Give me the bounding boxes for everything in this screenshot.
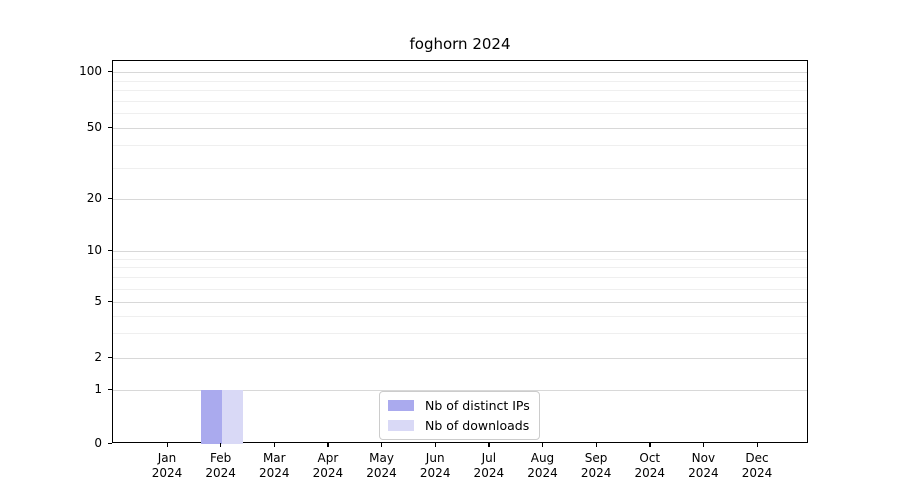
legend-label: Nb of downloads bbox=[425, 418, 530, 433]
x-tick-mark-jun bbox=[434, 443, 436, 447]
y-tick-label-100: 100 bbox=[79, 64, 102, 78]
x-tick-month: Jun bbox=[425, 451, 445, 465]
bars-layer bbox=[113, 61, 807, 444]
gridline-minor-y40 bbox=[113, 145, 807, 147]
x-tick-month: Oct bbox=[639, 451, 661, 465]
legend-swatch-icon bbox=[388, 420, 414, 431]
x-tick-year: 2024 bbox=[580, 466, 612, 480]
y-tick-mark-10 bbox=[108, 249, 112, 251]
x-tick-year: 2024 bbox=[473, 466, 505, 480]
x-tick-month: Jul bbox=[481, 451, 497, 465]
y-tick-label-50: 50 bbox=[86, 120, 102, 134]
y-tick-mark-100 bbox=[108, 70, 112, 72]
x-tick-year: 2024 bbox=[312, 466, 344, 480]
y-axis: 0 1 2 5 10 20 50 100 bbox=[0, 60, 112, 449]
x-tick-month: Sep bbox=[584, 451, 608, 465]
x-tick-year: 2024 bbox=[366, 466, 397, 480]
bar-feb-2024-series0 bbox=[200, 390, 222, 444]
y-tick-label-2: 2 bbox=[94, 350, 102, 364]
y-tick-label-5: 5 bbox=[94, 294, 102, 308]
gridline-minor-y30 bbox=[113, 167, 807, 169]
x-tick-year: 2024 bbox=[634, 466, 666, 480]
x-tick-month: Dec bbox=[745, 451, 769, 465]
x-tick-label-oct: Oct 2024 bbox=[634, 451, 665, 481]
x-tick-label-sep: Sep 2024 bbox=[581, 451, 612, 481]
x-tick-label-aug: Aug 2024 bbox=[527, 451, 558, 481]
x-tick-label-dec: Dec 2024 bbox=[742, 451, 773, 481]
gridline-minor-y8 bbox=[113, 267, 807, 269]
y-tick-label-10: 10 bbox=[86, 243, 102, 257]
gridline-minor-y6 bbox=[113, 288, 807, 290]
x-tick-label-jun: Jun 2024 bbox=[420, 451, 451, 481]
x-tick-year: 2024 bbox=[688, 466, 719, 480]
gridline-minor-y4 bbox=[113, 315, 807, 317]
gridline-minor-y90 bbox=[113, 80, 807, 82]
gridline-major-y50 bbox=[113, 128, 807, 129]
gridline-minor-y80 bbox=[113, 90, 807, 92]
gridline-minor-y3 bbox=[113, 333, 807, 335]
gridline-major-y20 bbox=[113, 199, 807, 200]
x-tick-mark-dec bbox=[756, 443, 758, 447]
x-tick-month: Aug bbox=[530, 451, 555, 465]
x-tick-mark-sep bbox=[595, 443, 597, 447]
x-tick-mark-mar bbox=[273, 443, 276, 447]
gridline-minor-y7 bbox=[113, 277, 807, 279]
legend-swatch-icon bbox=[388, 400, 414, 411]
x-tick-label-may: May 2024 bbox=[366, 451, 397, 481]
x-tick-year: 2024 bbox=[151, 466, 183, 480]
x-tick-month: Mar bbox=[262, 451, 286, 465]
gridline-major-y100 bbox=[113, 72, 807, 73]
gridline-minor-y9 bbox=[113, 258, 807, 260]
x-tick-month: May bbox=[369, 451, 394, 465]
legend-item: Nb of distinct IPs bbox=[388, 396, 530, 415]
x-tick-label-feb: Feb 2024 bbox=[205, 451, 236, 481]
gridline-major-y2 bbox=[113, 358, 807, 359]
gridline-minor-y60 bbox=[113, 113, 807, 115]
x-tick-month: Jan bbox=[157, 451, 177, 465]
x-tick-mark-oct bbox=[649, 443, 651, 447]
y-tick-mark-0 bbox=[108, 442, 112, 444]
x-tick-month: Apr bbox=[317, 451, 339, 465]
x-tick-label-jul: Jul 2024 bbox=[474, 451, 505, 481]
x-tick-year: 2024 bbox=[205, 466, 236, 480]
legend: Nb of distinct IPs Nb of downloads bbox=[379, 391, 540, 440]
gridline-major-y10 bbox=[113, 251, 807, 252]
chart-title: foghorn 2024 bbox=[409, 35, 511, 53]
x-tick-mark-jan bbox=[166, 443, 168, 447]
x-axis: Jan 2024 Feb 2024 Mar 2024 Apr 2024 May 2024 Jun 20… bbox=[112, 443, 808, 500]
x-tick-year: 2024 bbox=[419, 466, 451, 480]
x-tick-mark-jul bbox=[488, 443, 490, 447]
legend-item: Nb of downloads bbox=[388, 416, 530, 435]
y-tick-mark-1 bbox=[108, 388, 112, 390]
y-tick-mark-2 bbox=[108, 356, 112, 358]
x-tick-year: 2024 bbox=[527, 466, 558, 480]
x-tick-mark-may bbox=[381, 443, 383, 447]
bar-feb-2024-series1 bbox=[221, 390, 243, 444]
x-tick-month: Nov bbox=[691, 451, 716, 465]
y-tick-mark-20 bbox=[108, 197, 112, 199]
x-tick-mark-nov bbox=[702, 443, 705, 447]
x-tick-label-mar: Mar 2024 bbox=[259, 451, 290, 481]
gridlines-layer bbox=[113, 61, 807, 442]
x-tick-mark-feb bbox=[220, 443, 222, 447]
legend-label: Nb of distinct IPs bbox=[425, 398, 530, 413]
x-tick-year: 2024 bbox=[741, 466, 773, 480]
y-tick-mark-50 bbox=[108, 126, 112, 128]
y-tick-label-20: 20 bbox=[86, 191, 102, 205]
gridline-major-y5 bbox=[113, 302, 807, 303]
y-tick-label-0: 0 bbox=[94, 436, 102, 450]
x-tick-label-jan: Jan 2024 bbox=[152, 451, 183, 481]
y-tick-mark-5 bbox=[108, 300, 112, 302]
x-tick-mark-aug bbox=[541, 443, 544, 447]
gridline-minor-y70 bbox=[113, 100, 807, 102]
y-tick-label-1: 1 bbox=[94, 382, 102, 396]
x-tick-label-nov: Nov 2024 bbox=[688, 451, 719, 481]
gridline-major-y1 bbox=[113, 390, 807, 391]
x-tick-mark-apr bbox=[327, 443, 329, 447]
x-tick-month: Feb bbox=[209, 451, 232, 465]
plot-area: Nb of distinct IPs Nb of downloads bbox=[112, 60, 808, 444]
x-tick-label-apr: Apr 2024 bbox=[313, 451, 344, 481]
x-tick-year: 2024 bbox=[258, 466, 290, 480]
